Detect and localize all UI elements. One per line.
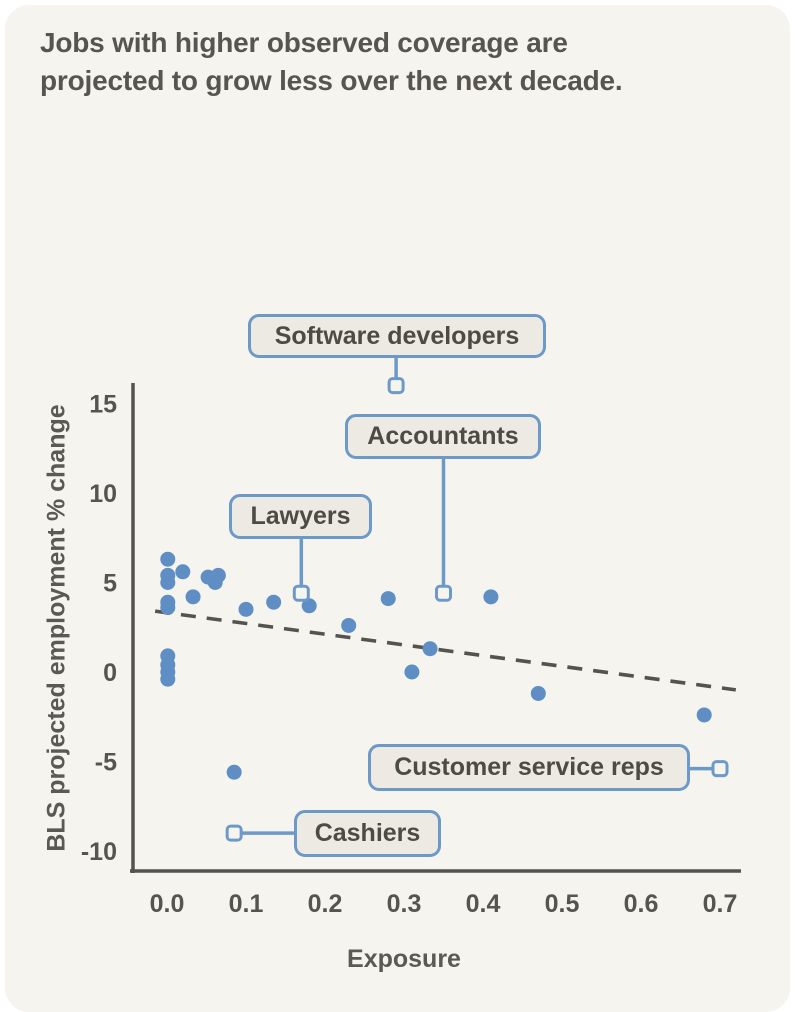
- callout-software-developers: Software developers: [248, 314, 546, 358]
- x-tick-label: 0.4: [466, 890, 501, 918]
- y-tick-label: -5: [95, 749, 117, 777]
- data-point: [185, 589, 201, 605]
- x-axis-title: Exposure: [347, 945, 461, 973]
- data-point: [380, 591, 396, 607]
- data-point: [175, 564, 191, 580]
- callout-marker: [225, 824, 243, 842]
- callout-label: Lawyers: [250, 502, 351, 530]
- callout-marker: [435, 584, 452, 602]
- data-point: [341, 617, 357, 633]
- trend-line: [154, 609, 737, 692]
- page-title-line1: Jobs with higher observed coverage are: [40, 27, 568, 58]
- data-point: [266, 594, 282, 610]
- data-point: [483, 589, 499, 605]
- data-point: [422, 641, 438, 657]
- x-tick-label: 0.6: [624, 890, 659, 918]
- data-point: [226, 764, 242, 780]
- data-point: [207, 575, 223, 590]
- y-tick-label: 5: [103, 570, 117, 598]
- x-tick-label: 0.7: [703, 890, 738, 918]
- x-tick-label: 0.5: [545, 890, 580, 918]
- data-point: [160, 671, 176, 687]
- data-point: [404, 664, 420, 680]
- page-title: Jobs with higher observed coverage are p…: [40, 24, 760, 100]
- callout-marker: [387, 377, 405, 395]
- data-point: [160, 600, 176, 616]
- callout-lawyers: Lawyers: [229, 494, 372, 539]
- data-point: [238, 601, 254, 617]
- callout-label: Software developers: [274, 321, 520, 350]
- x-tick-label: 0.2: [308, 890, 343, 918]
- callout-marker: [292, 584, 310, 602]
- callout-label: Customer service reps: [394, 753, 664, 781]
- callout-label: Cashiers: [314, 819, 421, 847]
- x-tick-label: 0.0: [150, 890, 185, 918]
- data-point: [530, 685, 546, 701]
- callout-label: Accountants: [367, 422, 519, 450]
- y-tick-label: -10: [81, 838, 117, 866]
- callout-marker: [711, 760, 729, 778]
- data-point: [160, 575, 176, 590]
- y-tick-label: 15: [89, 391, 117, 419]
- callout-cashiers: Cashiers: [294, 810, 441, 857]
- data-point: [160, 551, 176, 567]
- callout-customer-service-reps: Customer service reps: [368, 744, 690, 791]
- callout-accountants: Accountants: [345, 414, 541, 459]
- data-point: [301, 598, 317, 614]
- data-point: [696, 707, 712, 723]
- page-title-line2: projected to grow less over the next dec…: [40, 65, 623, 96]
- y-tick-label: 10: [89, 480, 117, 508]
- x-tick-label: 0.3: [387, 890, 422, 918]
- y-axis-title: BLS projected employment % change: [42, 404, 71, 852]
- x-tick-label: 0.1: [229, 890, 264, 918]
- y-tick-label: 0: [103, 659, 117, 687]
